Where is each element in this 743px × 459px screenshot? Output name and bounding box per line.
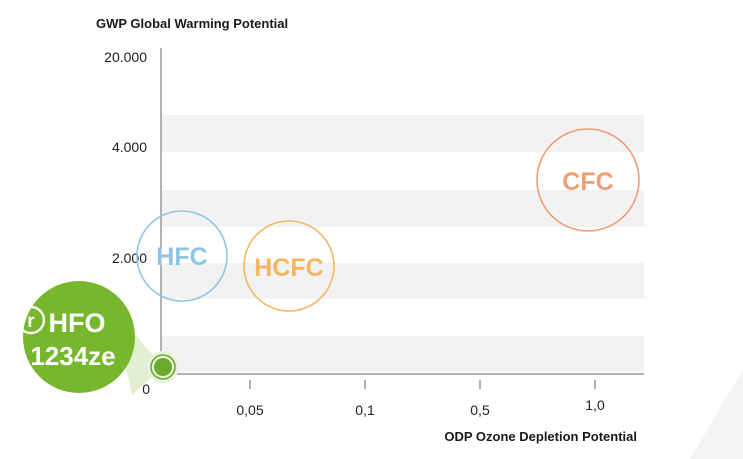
hfo-marker <box>147 351 179 383</box>
hfo-marker-outline <box>150 354 176 380</box>
y-tick-label: 20.000 <box>104 49 147 65</box>
bubble-hcfc: HCFC <box>243 220 335 312</box>
hfo-badge-letter: r <box>27 311 35 332</box>
background-bands <box>162 115 644 372</box>
bubble-cfc-circle <box>536 128 640 232</box>
hfo-marker-dot <box>154 358 172 376</box>
x-tick-label: 1,0 <box>585 397 605 413</box>
hfo-badge-circle <box>16 305 46 335</box>
x-tick-label: 0,05 <box>236 402 263 418</box>
bubble-hfc-circle <box>136 210 228 302</box>
x-tick-label: 0,1 <box>355 402 375 418</box>
y-tick-label: 0 <box>142 381 150 397</box>
bubble-cfc: CFC <box>536 128 640 232</box>
x-axis-title: ODP Ozone Depletion Potential <box>444 429 637 444</box>
y-axis-title: GWP Global Warming Potential <box>96 16 288 31</box>
bubble-cfc-label: CFC <box>562 168 613 196</box>
band <box>162 263 644 299</box>
y-tick-label: 2.000 <box>112 250 147 266</box>
bubble-hfc-label: HFC <box>156 243 207 271</box>
band <box>162 190 644 227</box>
band <box>162 336 644 372</box>
band <box>162 115 644 152</box>
x-tick-label: 0,5 <box>470 402 490 418</box>
bubble-hcfc-circle <box>243 220 335 312</box>
y-tick-label: 4.000 <box>112 139 147 155</box>
hfo-label-line1: HFO <box>49 308 106 338</box>
bubble-hfc: HFC <box>136 210 228 302</box>
corner-decoration <box>690 370 743 459</box>
bubble-hcfc-label: HCFC <box>254 254 323 282</box>
hfo-highlight: r HFO 1234ze <box>16 281 135 393</box>
hfo-label-line2: 1234ze <box>30 341 115 371</box>
hfo-highlight-circle <box>23 281 135 393</box>
